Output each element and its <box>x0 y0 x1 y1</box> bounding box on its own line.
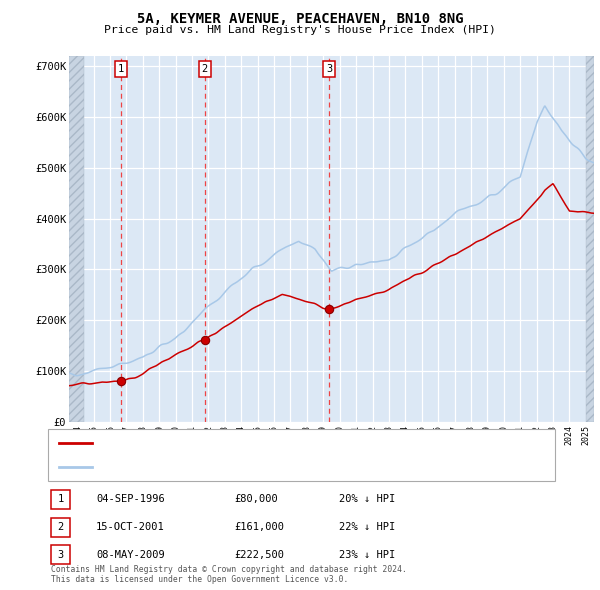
Text: 3: 3 <box>58 550 64 560</box>
Text: £222,500: £222,500 <box>234 550 284 560</box>
Text: 23% ↓ HPI: 23% ↓ HPI <box>339 550 395 560</box>
Text: Price paid vs. HM Land Registry's House Price Index (HPI): Price paid vs. HM Land Registry's House … <box>104 25 496 35</box>
Text: 22% ↓ HPI: 22% ↓ HPI <box>339 522 395 532</box>
Text: HPI: Average price, detached house, Lewes: HPI: Average price, detached house, Lewe… <box>98 462 338 472</box>
Text: 3: 3 <box>326 64 332 74</box>
Text: 5A, KEYMER AVENUE, PEACEHAVEN, BN10 8NG: 5A, KEYMER AVENUE, PEACEHAVEN, BN10 8NG <box>137 12 463 26</box>
Text: Contains HM Land Registry data © Crown copyright and database right 2024.
This d: Contains HM Land Registry data © Crown c… <box>51 565 407 584</box>
Text: 20% ↓ HPI: 20% ↓ HPI <box>339 494 395 504</box>
Text: £80,000: £80,000 <box>234 494 278 504</box>
Text: £161,000: £161,000 <box>234 522 284 532</box>
Text: 2: 2 <box>202 64 208 74</box>
Text: 08-MAY-2009: 08-MAY-2009 <box>96 550 165 560</box>
Text: 04-SEP-1996: 04-SEP-1996 <box>96 494 165 504</box>
Bar <box>69 56 84 422</box>
Text: 5A, KEYMER AVENUE, PEACEHAVEN, BN10 8NG (detached house): 5A, KEYMER AVENUE, PEACEHAVEN, BN10 8NG … <box>98 438 427 448</box>
Text: 1: 1 <box>118 64 124 74</box>
Text: 1: 1 <box>58 494 64 504</box>
Bar <box>586 56 594 422</box>
Text: 2: 2 <box>58 522 64 532</box>
Text: 15-OCT-2001: 15-OCT-2001 <box>96 522 165 532</box>
